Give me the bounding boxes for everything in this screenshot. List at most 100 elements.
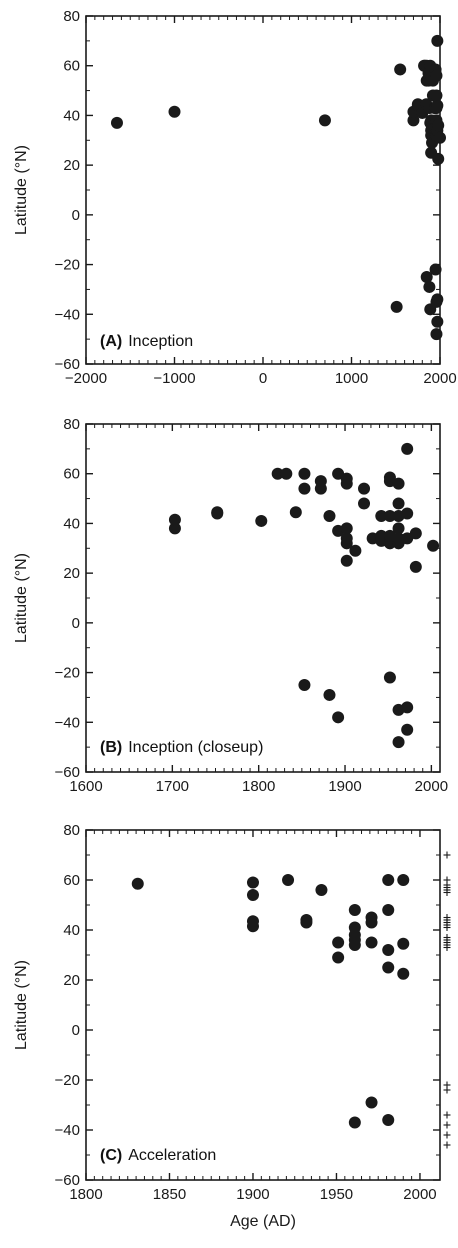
data-point bbox=[314, 475, 327, 488]
y-tick-label: −60 bbox=[55, 356, 80, 373]
y-tick-label: 40 bbox=[63, 515, 80, 532]
data-point bbox=[332, 936, 345, 949]
data-point bbox=[340, 532, 353, 545]
data-point bbox=[401, 442, 414, 455]
data-point bbox=[392, 497, 405, 510]
y-tick-label: 20 bbox=[63, 157, 80, 174]
data-point bbox=[375, 509, 388, 522]
data-point bbox=[358, 482, 371, 495]
y-tick-label: −40 bbox=[55, 1122, 80, 1139]
y-axis-title: Latitude (°N) bbox=[13, 553, 30, 643]
data-point bbox=[432, 119, 445, 132]
data-point bbox=[298, 467, 311, 480]
data-point bbox=[383, 471, 396, 484]
side-cross-mark bbox=[443, 1141, 451, 1149]
data-point bbox=[427, 539, 440, 552]
panel-letter: (C) bbox=[100, 1147, 122, 1164]
data-point bbox=[430, 89, 443, 102]
y-tick-label: 0 bbox=[72, 1022, 80, 1039]
y-tick-label: −60 bbox=[55, 1172, 80, 1189]
data-point bbox=[255, 514, 268, 527]
y-tick-label: 40 bbox=[63, 107, 80, 124]
x-axis-title: Age (AD) bbox=[230, 1213, 296, 1230]
data-point bbox=[298, 679, 311, 691]
data-point bbox=[131, 877, 144, 890]
data-point bbox=[340, 554, 353, 567]
x-tick-label: 1900 bbox=[328, 778, 361, 795]
data-point bbox=[271, 467, 284, 480]
x-tick-label: 2000 bbox=[423, 370, 456, 387]
data-point bbox=[431, 293, 444, 306]
data-point bbox=[168, 513, 181, 526]
data-point bbox=[246, 876, 259, 889]
x-tick-label: 1850 bbox=[153, 1186, 186, 1203]
side-cross-mark bbox=[443, 851, 451, 859]
data-point bbox=[430, 328, 443, 341]
y-tick-label: 40 bbox=[63, 922, 80, 939]
data-point bbox=[397, 874, 410, 886]
panel-title: Inception (closeup) bbox=[128, 739, 263, 756]
data-point bbox=[246, 889, 259, 901]
data-point bbox=[323, 509, 336, 522]
x-tick-label: 0 bbox=[259, 370, 267, 387]
y-tick-label: 20 bbox=[63, 565, 80, 582]
y-tick-label: 60 bbox=[63, 466, 80, 483]
data-point bbox=[382, 1114, 395, 1126]
x-tick-label: 1800 bbox=[69, 1186, 102, 1203]
side-cross-mark bbox=[443, 1131, 451, 1139]
panel-letter: (B) bbox=[100, 739, 122, 756]
x-tick-label: −1000 bbox=[153, 370, 195, 387]
data-point bbox=[365, 936, 378, 949]
panel-letter: (A) bbox=[100, 333, 122, 350]
data-point bbox=[282, 874, 295, 886]
side-cross-mark bbox=[443, 1111, 451, 1119]
data-point bbox=[340, 522, 353, 535]
x-tick-label: 1000 bbox=[335, 370, 368, 387]
data-point bbox=[430, 69, 443, 82]
data-point bbox=[382, 961, 395, 974]
data-point bbox=[168, 522, 181, 535]
side-cross-mark bbox=[443, 944, 451, 951]
y-axis-title: Latitude (°N) bbox=[13, 960, 30, 1050]
data-point bbox=[348, 1116, 361, 1129]
data-point bbox=[382, 874, 395, 886]
data-point bbox=[401, 507, 414, 520]
data-point bbox=[323, 688, 336, 701]
data-point bbox=[246, 915, 259, 928]
data-point bbox=[423, 280, 436, 293]
data-point bbox=[409, 527, 422, 540]
y-tick-label: 60 bbox=[63, 58, 80, 75]
x-tick-label: 2000 bbox=[415, 778, 448, 795]
y-tick-label: −20 bbox=[55, 1072, 80, 1089]
y-tick-label: −20 bbox=[55, 257, 80, 274]
data-point bbox=[332, 711, 345, 724]
data-point bbox=[407, 114, 420, 127]
y-tick-label: −40 bbox=[55, 714, 80, 731]
x-tick-label: 1600 bbox=[69, 778, 102, 795]
y-tick-label: 0 bbox=[72, 207, 80, 224]
data-point bbox=[409, 560, 422, 573]
panel-c: 1800 1850 1900 1950 2000 −60 −40 −20 0 20 40 60 80 La… bbox=[13, 822, 451, 1230]
y-tick-label: 20 bbox=[63, 972, 80, 989]
x-tick-label: −2000 bbox=[65, 370, 107, 387]
panel-label: (A) Inception bbox=[100, 333, 193, 350]
data-point bbox=[434, 131, 446, 144]
panel-a: −2000 −1000 0 1000 2000 −60 −40 −20 0 20 40 60 80 Lat… bbox=[13, 8, 457, 387]
y-tick-label: −20 bbox=[55, 665, 80, 682]
y-tick-label: 80 bbox=[63, 8, 80, 25]
y-axis-title: Latitude (°N) bbox=[13, 145, 30, 235]
plot-frame bbox=[85, 15, 441, 365]
x-tick-label: 1900 bbox=[236, 1186, 269, 1203]
data-point bbox=[390, 300, 403, 313]
data-point bbox=[392, 532, 405, 545]
data-point bbox=[348, 921, 361, 934]
data-point bbox=[332, 951, 345, 964]
data-point bbox=[211, 506, 224, 519]
data-point bbox=[382, 944, 395, 956]
side-cross-mark bbox=[443, 889, 451, 896]
data-point bbox=[431, 315, 444, 328]
side-cross-mark bbox=[443, 1121, 451, 1129]
y-tick-label: −40 bbox=[55, 306, 80, 323]
data-point bbox=[340, 472, 353, 485]
